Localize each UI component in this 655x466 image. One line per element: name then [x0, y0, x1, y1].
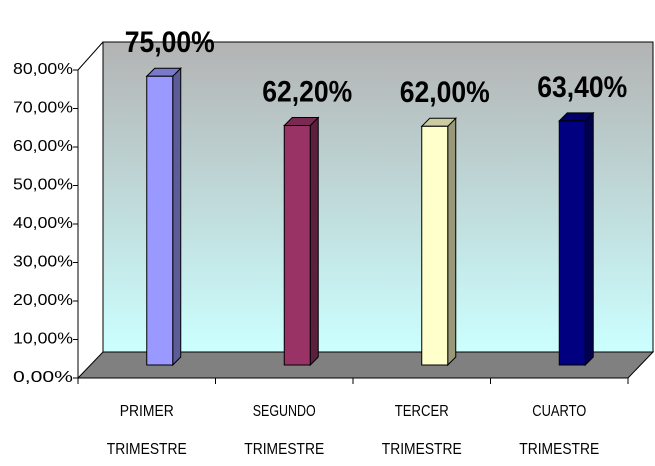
y-tick-label: 0,00%	[13, 369, 73, 386]
y-tick-label: 10,00%	[13, 331, 73, 348]
bar-front	[421, 125, 449, 366]
x-tick-label: TRIMESTRE	[107, 441, 187, 458]
y-tick-label: 60,00%	[13, 138, 73, 155]
y-tick-label: 40,00%	[13, 215, 73, 232]
y-tick-label: 70,00%	[13, 100, 73, 117]
bar	[558, 111, 595, 367]
bar	[420, 117, 457, 367]
bar	[145, 67, 182, 367]
value-label: 75,00%	[125, 26, 215, 59]
value-label: 62,20%	[262, 75, 352, 108]
x-tick-label: TRIMESTRE	[244, 441, 324, 458]
y-tick-label: 20,00%	[13, 292, 73, 309]
value-label: 63,40%	[537, 71, 627, 104]
x-tick-label: TRIMESTRE	[519, 441, 599, 458]
y-tick-label: 30,00%	[13, 254, 73, 271]
bar-front	[146, 75, 174, 366]
bar-side	[309, 116, 319, 367]
left-wall-edge	[77, 41, 104, 71]
x-tick-label: PRIMER	[120, 403, 174, 420]
x-tick-label: SEGUNDO	[253, 403, 316, 420]
bar-front	[558, 120, 586, 366]
y-tick-label: 50,00%	[13, 177, 73, 194]
y-tick-label: 80,00%	[13, 61, 73, 78]
bar	[283, 116, 320, 367]
x-tick-label: TERCER	[395, 403, 449, 420]
bar-front	[283, 125, 311, 366]
x-tick-label: TRIMESTRE	[382, 441, 462, 458]
value-label: 62,00%	[400, 76, 490, 109]
x-tick-label: CUARTO	[532, 403, 586, 420]
bar-side	[584, 111, 594, 367]
bar-side	[172, 67, 182, 367]
bar-side	[447, 117, 457, 367]
